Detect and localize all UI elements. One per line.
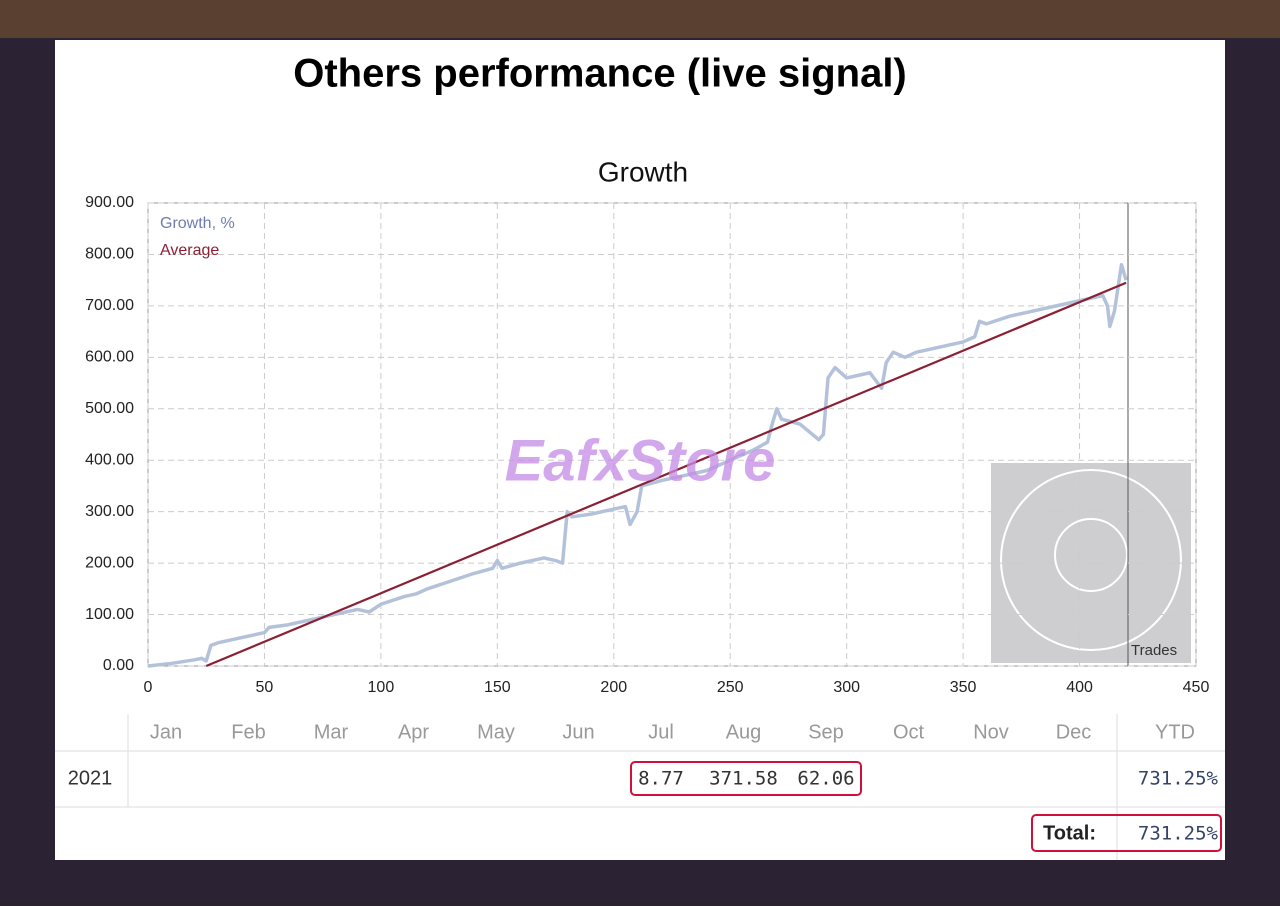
y-tick-label: 0.00 bbox=[103, 657, 134, 674]
month-header: May bbox=[477, 721, 515, 743]
y-tick-label: 800.00 bbox=[85, 246, 134, 263]
x-tick-label: 200 bbox=[600, 679, 627, 696]
x-tick-label: 300 bbox=[833, 679, 860, 696]
month-header: Sep bbox=[808, 721, 844, 743]
y-tick-label: 200.00 bbox=[85, 554, 134, 571]
month-header: Oct bbox=[893, 721, 925, 743]
total-value: 731.25% bbox=[1138, 823, 1219, 845]
y-tick-label: 400.00 bbox=[85, 451, 134, 468]
y-tick-label: 100.00 bbox=[85, 606, 134, 623]
y-tick-label: 600.00 bbox=[85, 349, 134, 366]
highlight-box bbox=[1031, 814, 1222, 852]
trades-label: Trades bbox=[1131, 642, 1177, 659]
x-tick-label: 350 bbox=[950, 679, 977, 696]
x-tick-label: 50 bbox=[256, 679, 274, 696]
x-tick-label: 450 bbox=[1183, 679, 1210, 696]
legend-entry: Growth, % bbox=[160, 215, 235, 232]
inset-image-detail bbox=[1054, 518, 1128, 592]
ytd-value: 731.25% bbox=[1138, 768, 1219, 790]
month-header: Jul bbox=[648, 721, 674, 743]
highlight-box bbox=[630, 761, 862, 796]
month-value: 8.77 bbox=[638, 768, 684, 790]
background-top bbox=[0, 0, 1280, 38]
legend-entry: Average bbox=[160, 242, 219, 259]
x-tick-label: 400 bbox=[1066, 679, 1093, 696]
x-tick-label: 250 bbox=[717, 679, 744, 696]
y-tick-label: 500.00 bbox=[85, 400, 134, 417]
ytd-header: YTD bbox=[1155, 721, 1195, 743]
month-header: Dec bbox=[1056, 721, 1092, 743]
month-header: Jun bbox=[562, 721, 594, 743]
total-label: Total: bbox=[1043, 822, 1096, 844]
month-value: 62.06 bbox=[797, 768, 854, 790]
page-title: Others performance (live signal) bbox=[293, 52, 907, 96]
month-header: Nov bbox=[973, 721, 1009, 743]
month-header: Feb bbox=[231, 721, 265, 743]
inset-image-detail bbox=[1000, 469, 1182, 651]
x-tick-label: 100 bbox=[368, 679, 395, 696]
month-value: 371.58 bbox=[709, 768, 778, 790]
month-header: Apr bbox=[398, 721, 429, 743]
y-tick-label: 900.00 bbox=[85, 194, 134, 211]
panel bbox=[55, 40, 1225, 860]
row-year: 2021 bbox=[68, 767, 113, 789]
chart-title: Growth bbox=[598, 156, 688, 187]
series-line bbox=[205, 281, 1127, 668]
month-header: Jan bbox=[150, 721, 182, 743]
month-header: Aug bbox=[726, 721, 762, 743]
x-tick-label: 0 bbox=[144, 679, 153, 696]
y-tick-label: 300.00 bbox=[85, 503, 134, 520]
y-tick-label: 700.00 bbox=[85, 297, 134, 314]
month-header: Mar bbox=[314, 721, 349, 743]
x-tick-label: 150 bbox=[484, 679, 511, 696]
watermark: EafxStore bbox=[505, 428, 776, 493]
